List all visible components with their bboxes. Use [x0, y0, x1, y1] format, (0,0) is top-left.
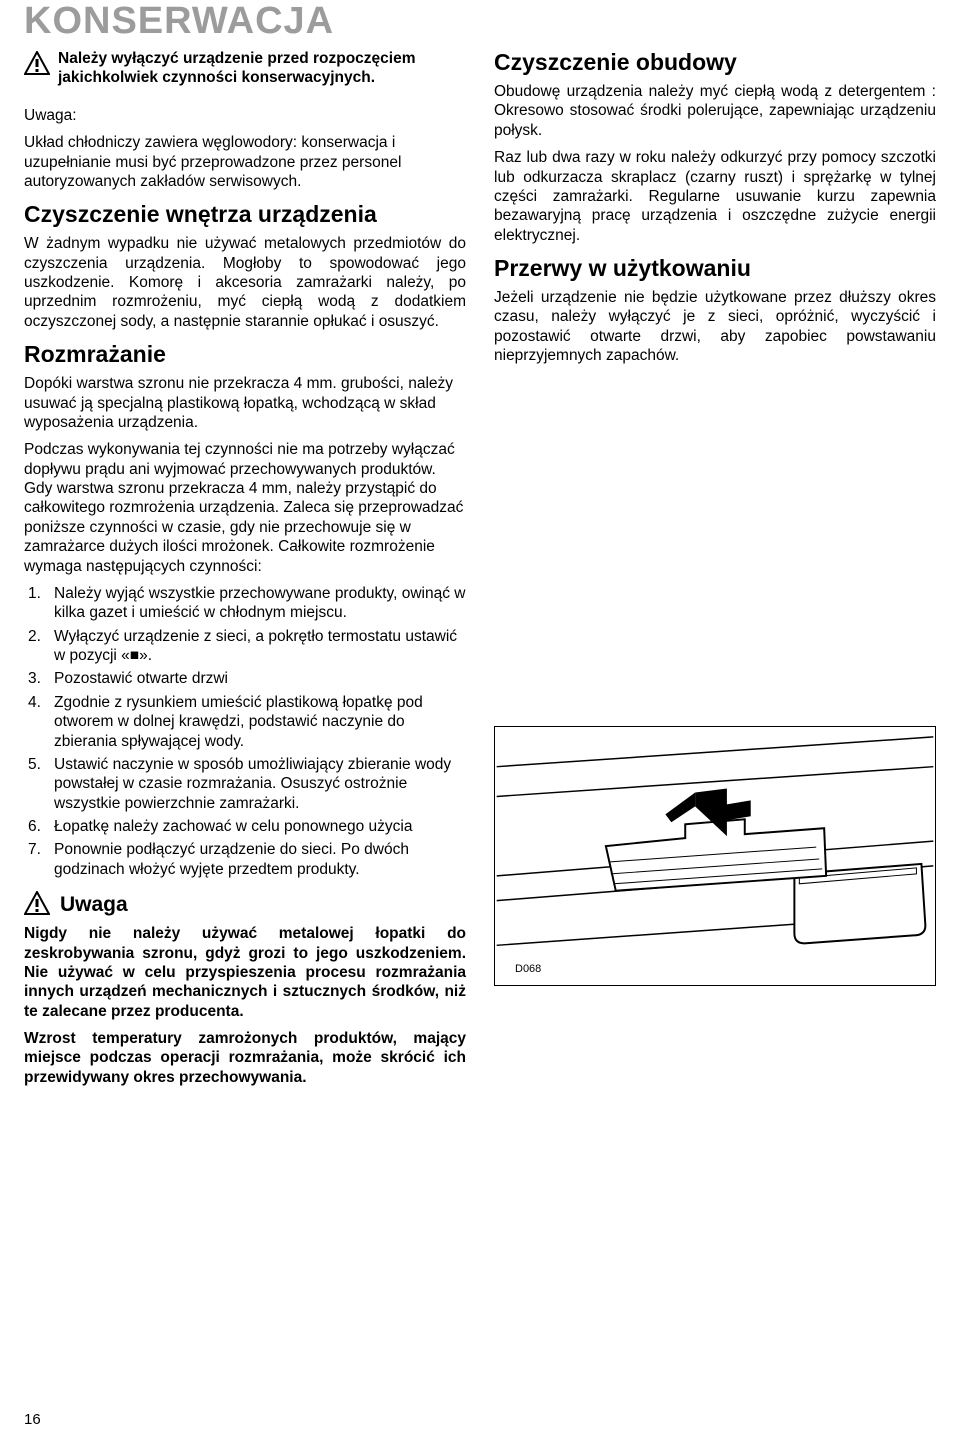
section-heading-1: Czyszczenie wnętrza urządzenia	[24, 201, 466, 228]
uwaga2-label: Uwaga	[60, 893, 128, 917]
section-heading-2: Rozmrażanie	[24, 341, 466, 368]
list-item: 7.Ponownie podłączyć urządzenie do sieci…	[28, 840, 466, 879]
section-heading-4: Przerwy w użytkowaniu	[494, 255, 936, 282]
list-text: Ustawić naczynie w sposób umożliwiający …	[50, 755, 466, 813]
list-item: 4.Zgodnie z rysunkiem umieścić plastikow…	[28, 693, 466, 751]
section2-p1: Dopóki warstwa szronu nie przekracza 4 m…	[24, 374, 466, 432]
warning-top-row: Należy wyłączyć urządzenie przed rozpocz…	[24, 49, 466, 96]
page-number: 16	[24, 1411, 41, 1428]
list-item: 5.Ustawić naczynie w sposób umożliwiając…	[28, 755, 466, 813]
section3-p2: Raz lub dwa razy w roku należy odkurzyć …	[494, 148, 936, 245]
uwaga2-row: Uwaga	[24, 889, 466, 920]
content-columns: Należy wyłączyć urządzenie przed rozpocz…	[24, 49, 936, 1095]
uwaga-text: Układ chłodniczy zawiera węglowodory: ko…	[24, 133, 466, 191]
warning-triangle-icon	[24, 891, 50, 920]
list-number: 6.	[28, 817, 50, 836]
list-number: 1.	[28, 584, 50, 623]
list-number: 4.	[28, 693, 50, 751]
defrost-diagram-icon	[495, 727, 935, 985]
section-heading-3: Czyszczenie obudowy	[494, 49, 936, 76]
list-text: Należy wyjąć wszystkie przechowywane pro…	[50, 584, 466, 623]
uwaga-line: Uwaga:	[24, 106, 466, 125]
list-text: Ponownie podłączyć urządzenie do sieci. …	[50, 840, 466, 879]
list-item: 2.Wyłączyć urządzenie z sieci, a pokrętł…	[28, 627, 466, 666]
figure-label: D068	[515, 963, 541, 975]
list-item: 1.Należy wyjąć wszystkie przechowywane p…	[28, 584, 466, 623]
section1-paragraph: W żadnym wypadku nie używać metalowych p…	[24, 234, 466, 331]
uwaga-label: Uwaga:	[24, 107, 77, 124]
steps-list: 1.Należy wyjąć wszystkie przechowywane p…	[28, 584, 466, 879]
page-title: KONSERWACJA	[24, 0, 936, 43]
list-text: Zgodnie z rysunkiem umieścić plastikową …	[50, 693, 466, 751]
list-item: 3.Pozostawić otwarte drzwi	[28, 669, 466, 688]
uwaga2-p1: Nigdy nie należy używać metalowej łopatk…	[24, 924, 466, 1021]
list-text: Pozostawić otwarte drzwi	[50, 669, 466, 688]
section4-p: Jeżeli urządzenie nie będzie użytkowane …	[494, 288, 936, 366]
list-number: 2.	[28, 627, 50, 666]
section3-p1: Obudowę urządzenia należy myć ciepłą wod…	[494, 82, 936, 140]
list-text: Łopatkę należy zachować w celu ponownego…	[50, 817, 466, 836]
list-item: 6.Łopatkę należy zachować w celu ponowne…	[28, 817, 466, 836]
left-column: Należy wyłączyć urządzenie przed rozpocz…	[24, 49, 466, 1095]
warning-triangle-icon	[24, 51, 50, 80]
warning-top-text: Należy wyłączyć urządzenie przed rozpocz…	[58, 49, 466, 88]
list-number: 5.	[28, 755, 50, 813]
list-number: 7.	[28, 840, 50, 879]
right-column: Czyszczenie obudowy Obudowę urządzenia n…	[494, 49, 936, 1095]
list-number: 3.	[28, 669, 50, 688]
list-text: Wyłączyć urządzenie z sieci, a pokrętło …	[50, 627, 466, 666]
uwaga2-p2: Wzrost temperatury zamrożonych produktów…	[24, 1029, 466, 1087]
defrost-figure: D068	[494, 726, 936, 986]
section2-p2: Podczas wykonywania tej czynności nie ma…	[24, 440, 466, 576]
